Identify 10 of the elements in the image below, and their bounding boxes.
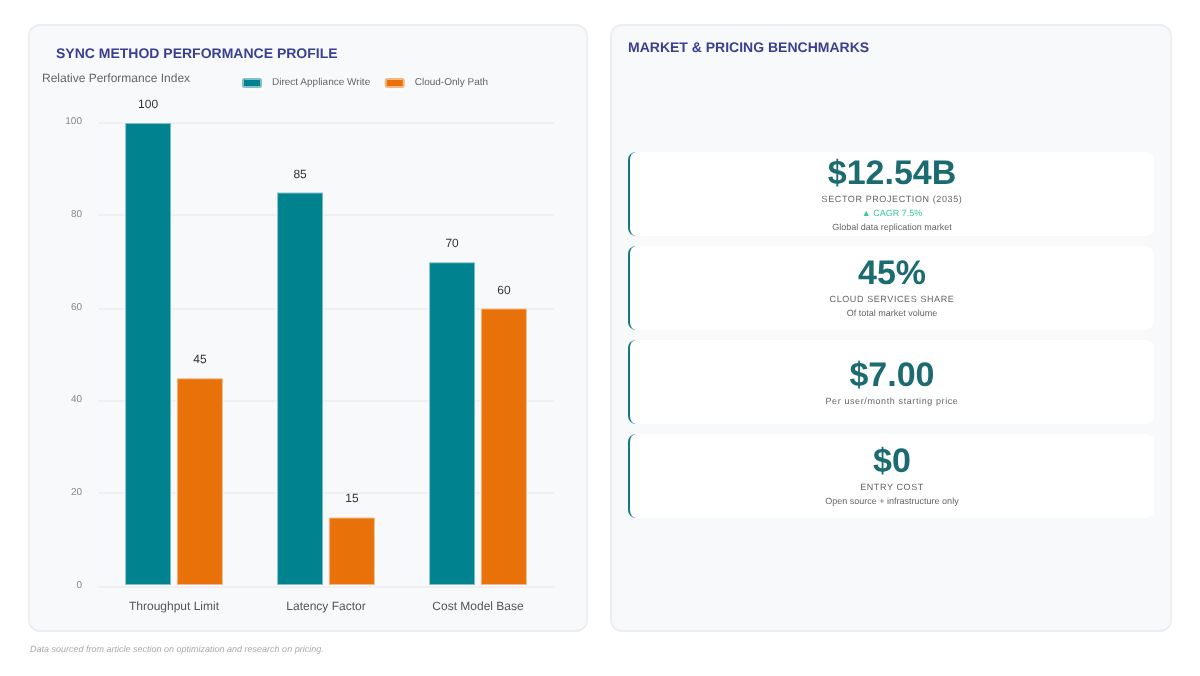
text: 45% <box>857 254 927 292</box>
bar <box>175 377 224 586</box>
bar <box>276 191 325 586</box>
bar <box>479 307 528 586</box>
text: $12.54B <box>827 153 957 191</box>
bar <box>327 516 376 586</box>
text: $0 <box>873 442 911 480</box>
text: $7.00 <box>849 355 935 393</box>
bar <box>428 261 477 586</box>
bar <box>124 122 173 586</box>
